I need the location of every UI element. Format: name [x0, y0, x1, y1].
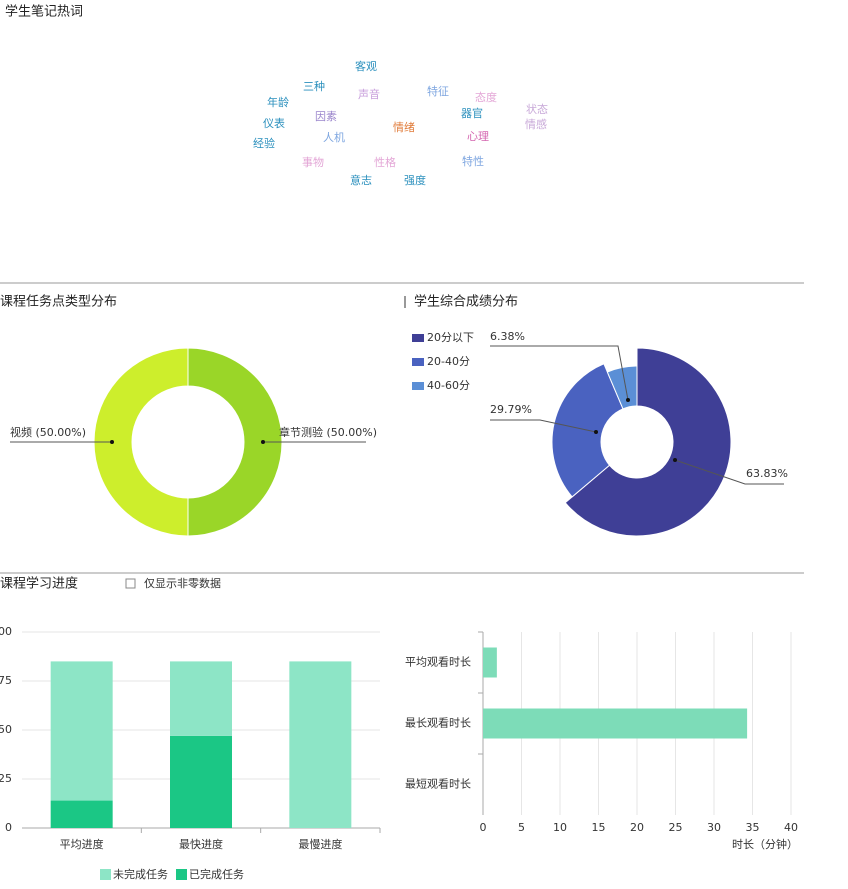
x-tick-label: 5	[518, 821, 525, 834]
bar	[483, 647, 497, 678]
legend-label: 未完成任务	[113, 867, 168, 881]
x-tick-label: 平均进度	[60, 837, 104, 851]
bar	[483, 708, 748, 739]
bar-segment	[170, 661, 232, 736]
word: 性格	[374, 155, 396, 169]
chart-title: 学生笔记热词	[5, 4, 83, 20]
data-label: 6.38%	[490, 330, 525, 343]
y-tick-label: 75	[0, 674, 12, 687]
legend-label: 40-60分	[427, 379, 470, 392]
bar-segment	[50, 661, 113, 801]
label-dot	[626, 398, 630, 402]
word: 年龄	[267, 95, 289, 109]
word: 特征	[427, 84, 449, 98]
word: 强度	[404, 173, 426, 187]
legend-swatch	[412, 358, 424, 366]
word: 情感	[525, 118, 547, 131]
word: 态度	[475, 90, 497, 104]
legend-label: 已完成任务	[189, 867, 244, 881]
chart-title: 学生综合成绩分布	[414, 294, 518, 310]
word: 事物	[302, 155, 324, 169]
legend-label: 20-40分	[427, 355, 470, 368]
word: 客观	[355, 59, 377, 73]
x-tick-label: 30	[707, 821, 721, 834]
x-tick-label: 25	[669, 821, 683, 834]
y-tick-label: 100	[0, 625, 12, 638]
word: 声音	[358, 87, 380, 101]
label-dot	[110, 440, 114, 444]
chart-title: 课程任务点类型分布	[0, 294, 117, 310]
y-tick-label: 最短观看时长	[405, 777, 471, 791]
label-line	[674, 459, 784, 485]
word: 人机	[323, 130, 345, 144]
word: 器官	[461, 106, 483, 120]
legend-swatch	[100, 869, 111, 880]
label-line	[490, 419, 597, 433]
x-tick-label: 35	[746, 821, 760, 834]
x-tick-label: 15	[592, 821, 606, 834]
legend-label: 20分以下	[427, 331, 474, 344]
word: 心理	[467, 130, 489, 143]
slice	[187, 347, 283, 537]
label-dot	[261, 440, 265, 444]
checkbox[interactable]	[125, 578, 136, 589]
word: 因素	[315, 110, 337, 123]
y-tick-label: 平均观看时长	[405, 655, 471, 669]
x-tick-label: 最慢进度	[298, 837, 342, 851]
x-tick-label: 40	[784, 821, 798, 834]
word: 经验	[253, 136, 275, 150]
legend-swatch	[412, 334, 424, 342]
word: 状态	[526, 102, 548, 116]
x-axis-label: 时长（分钟）	[732, 837, 798, 851]
bar-segment	[289, 661, 352, 828]
checkbox-label[interactable]: 仅显示非零数据	[144, 576, 221, 590]
slice	[564, 347, 732, 537]
x-tick-label: 最快进度	[179, 837, 223, 851]
word: 仪表	[263, 116, 285, 130]
bar-segment	[170, 735, 232, 828]
slice	[93, 347, 189, 537]
chart-title: 课程学习进度	[0, 576, 78, 592]
legend-swatch	[412, 382, 424, 390]
label-dot	[673, 458, 677, 462]
title-marker	[404, 296, 406, 308]
word: 特性	[462, 154, 484, 168]
y-tick-label: 50	[0, 723, 12, 736]
x-tick-label: 0	[480, 821, 487, 834]
data-label: 视频 (50.00%)	[10, 425, 86, 439]
word: 三种	[303, 79, 325, 93]
y-tick-label: 25	[0, 772, 12, 785]
bar-segment	[50, 800, 113, 828]
label-line	[490, 345, 629, 401]
legend-swatch	[176, 869, 187, 880]
data-label: 29.79%	[490, 403, 532, 416]
word: 意志	[350, 173, 372, 187]
y-tick-label: 0	[5, 821, 12, 834]
label-dot	[594, 430, 598, 434]
x-tick-label: 10	[553, 821, 567, 834]
data-label: 63.83%	[746, 467, 788, 480]
x-tick-label: 20	[630, 821, 644, 834]
y-tick-label: 最长观看时长	[405, 716, 471, 730]
slice	[606, 365, 638, 410]
word: 情绪	[393, 120, 415, 134]
data-label: 章节测验 (50.00%)	[279, 425, 377, 439]
